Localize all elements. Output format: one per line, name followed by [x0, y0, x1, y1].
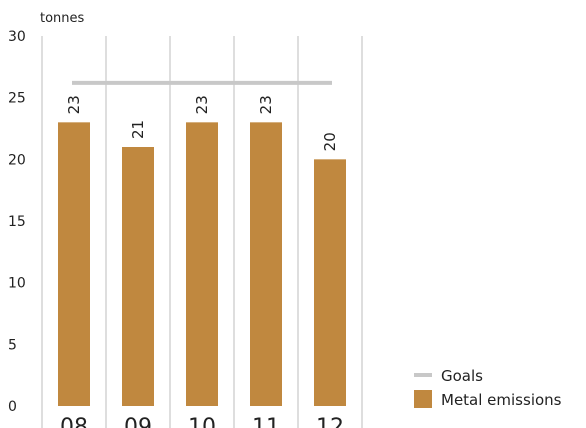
- legend: Goals Metal emissions: [414, 367, 562, 409]
- bar: [250, 122, 282, 406]
- legend-goals-label: Goals: [441, 367, 483, 385]
- x-axis: 08 09 10 11 12: [60, 415, 344, 428]
- x-category-label: 08: [60, 415, 88, 428]
- bar: [314, 159, 346, 406]
- legend-metal-emissions-label: Metal emissions: [441, 391, 562, 409]
- data-label: 20: [321, 132, 339, 151]
- legend-metal-emissions-swatch: [414, 390, 432, 408]
- bar: [186, 122, 218, 406]
- data-label: 21: [129, 120, 147, 139]
- x-category-label: 10: [188, 415, 216, 428]
- unit-label: tonnes: [40, 11, 85, 26]
- bar: [122, 147, 154, 406]
- gridlines: [41, 36, 363, 428]
- y-tick-label: 30: [8, 29, 26, 45]
- y-tick-label: 0: [8, 399, 17, 415]
- y-tick-label: 10: [8, 276, 26, 292]
- bar: [58, 122, 90, 406]
- x-category-label: 11: [252, 415, 280, 428]
- y-tick-label: 20: [8, 152, 26, 168]
- y-tick-label: 5: [8, 337, 17, 353]
- y-tick-label: 15: [8, 214, 26, 230]
- y-tick-label: 25: [8, 91, 26, 107]
- data-label: 23: [193, 95, 211, 114]
- bars: 23 21 23 23 20: [58, 95, 346, 406]
- y-axis: 0 5 10 15 20 25 30: [8, 29, 26, 415]
- x-category-label: 09: [124, 415, 152, 428]
- data-label: 23: [257, 95, 275, 114]
- data-label: 23: [65, 95, 83, 114]
- x-category-label: 12: [316, 415, 344, 428]
